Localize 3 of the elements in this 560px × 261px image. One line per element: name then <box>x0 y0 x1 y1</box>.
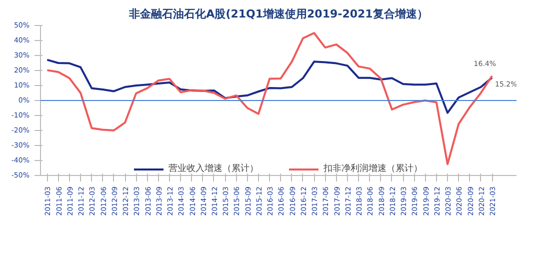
legend-label: 扣非净利润增速（累计） <box>324 162 422 175</box>
legend-label: 营业收入增速（累计） <box>168 162 258 175</box>
chart-title: 非金融石油石化A股(21Q1增速使用2019-2021复合增速） <box>128 8 428 20</box>
